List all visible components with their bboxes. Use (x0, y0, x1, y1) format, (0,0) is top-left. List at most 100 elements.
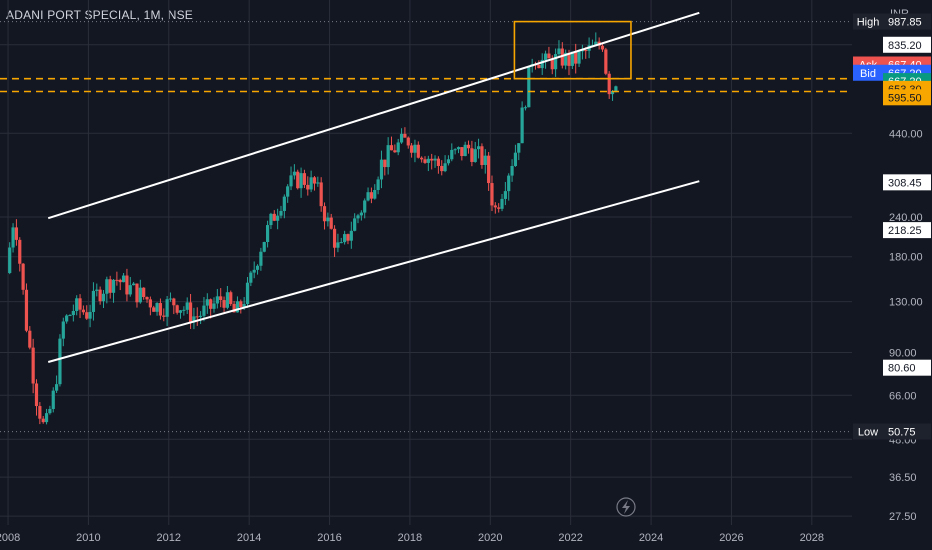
y-tick-label: 180.00 (889, 252, 923, 264)
candle-body (490, 183, 494, 206)
candle-body (540, 59, 544, 69)
candle-body (172, 298, 176, 306)
candle-body (430, 158, 434, 161)
candle-body (339, 242, 343, 244)
candle-body (202, 305, 206, 316)
candle-body (158, 303, 163, 316)
candle-body (219, 296, 223, 301)
candle-body (550, 58, 554, 70)
candle-body (205, 299, 209, 306)
candle-body (68, 315, 72, 317)
candle-body (473, 149, 477, 162)
price-tag-value: 308.45 (888, 177, 922, 189)
candle-body (312, 177, 317, 184)
x-tick-label: 2026 (719, 532, 743, 544)
candle-body (31, 347, 35, 384)
x-tick-label: 2012 (157, 532, 181, 544)
y-axis: 835.20 440.00 240.00 180.00 130.00 90.00 66.00… (889, 40, 923, 523)
candle-body (229, 292, 233, 304)
candle-body (520, 107, 524, 144)
candle-body (34, 383, 39, 407)
candle-body (450, 149, 454, 160)
candle-body (188, 302, 193, 323)
candle-body (373, 190, 377, 199)
candle-body (24, 289, 29, 331)
candle-body (155, 303, 159, 312)
candle-body (443, 163, 447, 172)
candle-body (577, 51, 581, 64)
y-tick-label: 66.00 (889, 390, 917, 402)
lightning-icon[interactable] (616, 497, 636, 517)
price-tag-bg (883, 36, 931, 53)
y-tick-label: 27.50 (889, 511, 917, 523)
candle-body (584, 50, 588, 52)
candle-body (507, 175, 511, 192)
candle-body (71, 310, 75, 316)
candle-body (108, 279, 112, 293)
candle-body (168, 298, 173, 300)
candle-body (420, 157, 424, 160)
candle-body (363, 200, 367, 213)
candle-body (497, 207, 501, 209)
candle-body (51, 390, 55, 409)
price-tag-prefix: Low (858, 427, 878, 439)
candle-body (54, 384, 59, 391)
candle-body (440, 165, 444, 172)
candle-body (148, 299, 152, 308)
candle-body (145, 297, 149, 300)
candle-body (215, 296, 219, 304)
candle-body (554, 54, 558, 70)
candle-body (480, 146, 484, 165)
price-tag-value: 50.75 (888, 427, 916, 439)
x-tick-label: 2008 (0, 532, 20, 544)
candle-body (426, 158, 430, 163)
price-tag-prefix-bg (853, 13, 883, 30)
candle-body (242, 304, 246, 308)
candle-body (91, 290, 96, 312)
candle-body (302, 173, 307, 185)
candle-body (175, 305, 179, 313)
candle-body (326, 217, 330, 222)
candle-body (523, 107, 528, 109)
drawings[interactable] (0, 11, 852, 433)
candle-body (61, 321, 65, 339)
candle-body (65, 315, 69, 322)
candle-body (614, 86, 618, 91)
candle-body (316, 182, 320, 184)
y-tick-label: 130.00 (889, 297, 923, 309)
candle-body (359, 212, 363, 216)
channel-line (47, 11, 700, 220)
candle-body (510, 166, 514, 176)
candle-body (423, 159, 427, 163)
candle-body (125, 275, 129, 295)
candle-body (88, 311, 92, 319)
candle-body (289, 175, 293, 187)
candle-body (594, 41, 598, 46)
candle-body (152, 307, 156, 312)
candle-body (369, 192, 374, 199)
candle-body (209, 299, 213, 309)
candle-body (38, 406, 42, 419)
candle-body (600, 45, 605, 50)
candle-body (557, 48, 561, 55)
candle-body (292, 171, 296, 176)
candle-body (132, 283, 136, 286)
x-tick-label: 2028 (800, 532, 824, 544)
y-tick-label: 440.00 (889, 128, 923, 140)
candle-body (456, 147, 461, 150)
candle-body (366, 192, 370, 201)
candle-body (470, 148, 474, 162)
candle-body (272, 213, 276, 221)
price-tag-value: 595.50 (888, 92, 922, 104)
price-tag-bg (883, 89, 931, 106)
candle-body (249, 272, 253, 283)
candle-body (353, 218, 357, 231)
candle-body (349, 230, 353, 241)
price-tag-prefix: Bid (860, 68, 876, 80)
candle-body (212, 303, 216, 309)
price-tag-value: 218.25 (888, 225, 922, 237)
candle-body (453, 149, 457, 151)
candle-body (389, 145, 394, 151)
candle-body (332, 228, 337, 248)
